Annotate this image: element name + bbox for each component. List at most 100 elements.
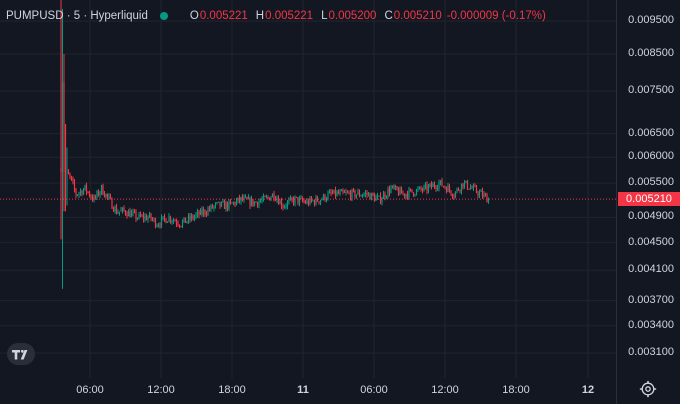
candle-body[interactable] bbox=[283, 206, 286, 208]
candle-body[interactable] bbox=[333, 189, 335, 194]
candle-body[interactable] bbox=[477, 192, 479, 196]
candle-body[interactable] bbox=[162, 216, 164, 218]
candle-body[interactable] bbox=[366, 192, 368, 195]
candle-body[interactable] bbox=[471, 187, 473, 189]
candle-body[interactable] bbox=[252, 198, 254, 206]
candle-body[interactable] bbox=[339, 191, 341, 194]
candle-body[interactable] bbox=[261, 199, 263, 201]
candle-body[interactable] bbox=[439, 180, 442, 183]
candle-body[interactable] bbox=[369, 193, 371, 200]
candle-body[interactable] bbox=[321, 199, 323, 201]
candle-body[interactable] bbox=[90, 196, 92, 198]
candle-body[interactable] bbox=[480, 190, 482, 192]
candle-body[interactable] bbox=[330, 191, 332, 193]
candle-body[interactable] bbox=[441, 180, 443, 187]
candle-body[interactable] bbox=[402, 193, 404, 195]
candle-body[interactable] bbox=[367, 193, 370, 195]
candle-body[interactable] bbox=[319, 200, 322, 203]
candle-body[interactable] bbox=[160, 217, 163, 226]
candle-body[interactable] bbox=[94, 196, 97, 198]
candle-body[interactable] bbox=[429, 183, 431, 186]
candle-body[interactable] bbox=[66, 171, 68, 173]
candle-body[interactable] bbox=[258, 201, 260, 206]
candle-body[interactable] bbox=[432, 184, 434, 188]
candle-body[interactable] bbox=[247, 197, 250, 200]
candle-body[interactable] bbox=[343, 192, 346, 194]
candle-body[interactable] bbox=[97, 191, 100, 196]
candle-body[interactable] bbox=[378, 195, 380, 197]
candle-body[interactable] bbox=[229, 201, 232, 203]
candle-body[interactable] bbox=[88, 192, 91, 197]
candle-body[interactable] bbox=[219, 201, 221, 207]
candle-body[interactable] bbox=[358, 191, 361, 196]
candle-body[interactable] bbox=[282, 206, 284, 208]
candle-body[interactable] bbox=[99, 192, 101, 196]
candle-body[interactable] bbox=[231, 202, 233, 204]
candle-body[interactable] bbox=[67, 171, 70, 175]
candle-body[interactable] bbox=[394, 186, 397, 189]
candle-body[interactable] bbox=[388, 188, 391, 193]
candle-body[interactable] bbox=[379, 195, 382, 203]
candle-body[interactable] bbox=[171, 221, 173, 223]
candle-body[interactable] bbox=[264, 196, 266, 198]
candle-body[interactable] bbox=[337, 192, 340, 194]
candle-body[interactable] bbox=[483, 194, 485, 197]
candle-body[interactable] bbox=[153, 218, 155, 220]
candle-body[interactable] bbox=[216, 202, 218, 204]
candle-body[interactable] bbox=[76, 194, 79, 196]
candle-body[interactable] bbox=[459, 190, 461, 192]
candle-body[interactable] bbox=[349, 192, 352, 199]
candle-body[interactable] bbox=[484, 194, 487, 196]
candle-body[interactable] bbox=[202, 209, 205, 215]
candle-body[interactable] bbox=[385, 196, 388, 198]
candle-body[interactable] bbox=[268, 197, 271, 201]
settings-gear-icon[interactable] bbox=[639, 380, 657, 398]
candle-body[interactable] bbox=[280, 200, 283, 207]
candle-body[interactable] bbox=[405, 193, 407, 197]
candle-body[interactable] bbox=[166, 221, 169, 224]
candlestick-series[interactable] bbox=[60, 0, 490, 289]
candle-body[interactable] bbox=[238, 197, 241, 202]
candle-body[interactable] bbox=[141, 215, 143, 217]
candle-body[interactable] bbox=[372, 193, 374, 196]
candle-body[interactable] bbox=[304, 201, 307, 204]
candle-body[interactable] bbox=[241, 197, 244, 201]
candle-body[interactable] bbox=[436, 188, 439, 190]
candle-body[interactable] bbox=[318, 201, 320, 203]
candle-body[interactable] bbox=[472, 185, 475, 189]
candle-body[interactable] bbox=[313, 200, 316, 205]
candle-body[interactable] bbox=[396, 186, 398, 190]
candle-body[interactable] bbox=[154, 218, 157, 227]
candle-body[interactable] bbox=[139, 213, 142, 217]
candle-body[interactable] bbox=[340, 190, 343, 192]
candle-body[interactable] bbox=[277, 198, 280, 205]
candle-body[interactable] bbox=[336, 192, 338, 196]
candle-body[interactable] bbox=[187, 215, 190, 222]
candle-body[interactable] bbox=[156, 226, 158, 228]
candle-body[interactable] bbox=[249, 197, 251, 206]
candle-body[interactable] bbox=[415, 189, 418, 195]
candle-body[interactable] bbox=[145, 216, 148, 221]
candle-body[interactable] bbox=[286, 201, 289, 207]
candle-body[interactable] bbox=[265, 196, 268, 198]
candle-body[interactable] bbox=[178, 225, 181, 227]
candle-body[interactable] bbox=[327, 193, 329, 199]
candle-body[interactable] bbox=[79, 190, 82, 193]
candle-body[interactable] bbox=[75, 189, 77, 196]
candle-body[interactable] bbox=[186, 221, 188, 223]
candle-body[interactable] bbox=[291, 197, 293, 200]
candle-body[interactable] bbox=[73, 182, 76, 190]
candle-body[interactable] bbox=[136, 218, 139, 220]
candle-body[interactable] bbox=[84, 184, 86, 190]
candle-body[interactable] bbox=[234, 202, 236, 205]
candle-body[interactable] bbox=[328, 191, 331, 194]
candle-body[interactable] bbox=[325, 198, 328, 201]
candle-body[interactable] bbox=[457, 188, 460, 191]
candle-body[interactable] bbox=[255, 201, 257, 203]
candle-body[interactable] bbox=[159, 225, 161, 227]
candle-body[interactable] bbox=[463, 182, 466, 187]
candle-body[interactable] bbox=[274, 198, 277, 201]
candle-body[interactable] bbox=[357, 191, 359, 195]
candle-body[interactable] bbox=[294, 196, 296, 204]
candle-body[interactable] bbox=[456, 188, 458, 192]
